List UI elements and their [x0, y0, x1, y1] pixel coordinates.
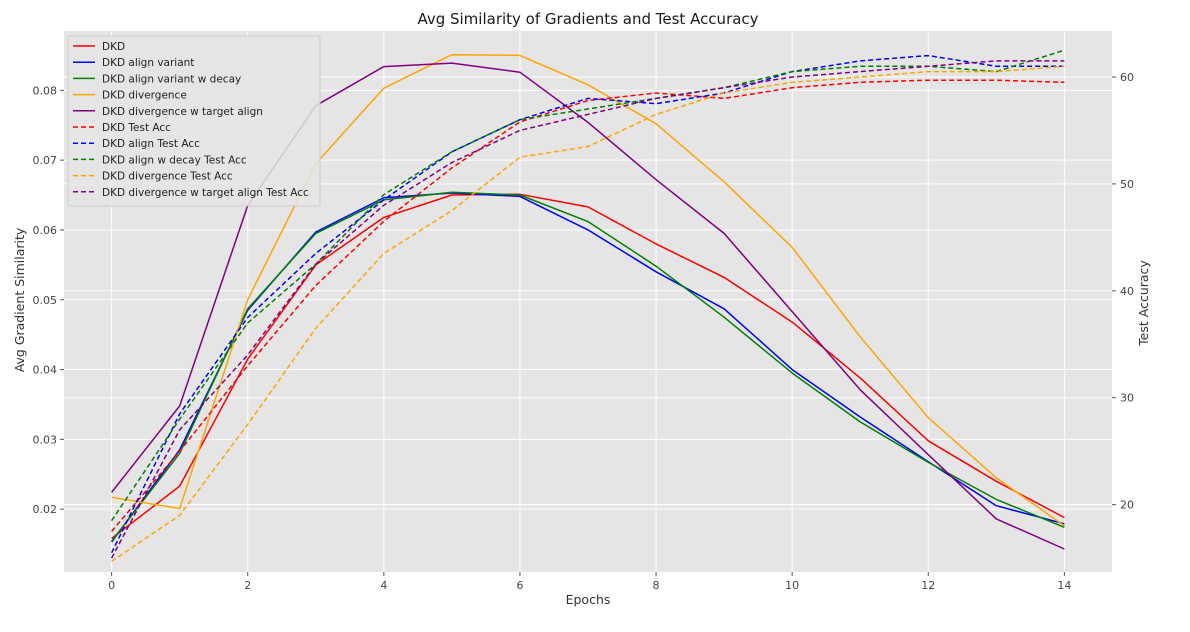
series-line	[111, 191, 1065, 542]
x-tick-label: 10	[785, 579, 799, 592]
x-tick-label: 12	[921, 579, 935, 592]
y-tick-label: 0.04	[33, 364, 58, 377]
y-axis-ticks: 0.02 0.03 0.04 0.05 0.06 0.07 0.08	[33, 84, 64, 516]
series-line	[110, 54, 1065, 554]
legend-label: DKD	[102, 41, 125, 53]
legend-label: DKD align variant	[102, 57, 194, 69]
legend-label: DKD Test Acc	[102, 122, 171, 134]
legend-label: DKD divergence w target align Test Acc	[102, 187, 309, 199]
series-line	[111, 65, 1065, 562]
x-axis-ticks: 0 2 4 6 8 10 12 14	[108, 572, 1071, 592]
y-axis-label: Avg Gradient Similarity	[12, 227, 27, 372]
series-line	[111, 53, 1065, 527]
series-line	[110, 49, 1065, 522]
x-tick-label: 8	[653, 579, 660, 592]
y-tick-label: 0.07	[33, 154, 58, 167]
grid	[64, 31, 1112, 572]
x-tick-label: 14	[1057, 579, 1071, 592]
series-line	[110, 60, 1065, 559]
legend-label: DKD align w decay Test Acc	[102, 154, 247, 166]
legend: DKD DKD align variant DKD align variant w …	[67, 35, 321, 207]
legend-label: DKD align Test Acc	[102, 138, 200, 150]
y-right-tick-label: 60	[1120, 71, 1134, 84]
series-line	[111, 79, 1065, 532]
legend-label: DKD divergence	[102, 90, 187, 102]
series-line	[111, 193, 1065, 540]
x-tick-label: 0	[108, 579, 115, 592]
legend-label: DKD divergence w target align	[102, 106, 263, 118]
y-tick-label: 0.08	[33, 84, 58, 97]
y-tick-label: 0.03	[33, 433, 58, 446]
series-lines	[110, 49, 1065, 562]
y-right-axis-ticks: 20 30 40 50 60	[1112, 71, 1134, 512]
y-tick-label: 0.02	[33, 503, 58, 516]
legend-box	[67, 35, 321, 207]
y-tick-label: 0.06	[33, 224, 58, 237]
y-right-tick-label: 50	[1120, 178, 1134, 191]
legend-label: DKD divergence Test Acc	[102, 171, 233, 183]
y-right-axis-label: Test Accuracy	[1136, 260, 1151, 347]
y-right-tick-label: 20	[1120, 499, 1134, 512]
chart-title: Avg Similarity of Gradients and Test Acc…	[417, 10, 758, 28]
y-tick-label: 0.05	[33, 294, 58, 307]
x-tick-label: 6	[516, 579, 523, 592]
x-axis-label: Epochs	[566, 592, 611, 607]
y-right-tick-label: 40	[1120, 285, 1134, 298]
x-tick-label: 2	[244, 579, 251, 592]
x-tick-label: 4	[380, 579, 387, 592]
y-right-tick-label: 30	[1120, 392, 1134, 405]
legend-label: DKD align variant w decay	[102, 73, 241, 85]
